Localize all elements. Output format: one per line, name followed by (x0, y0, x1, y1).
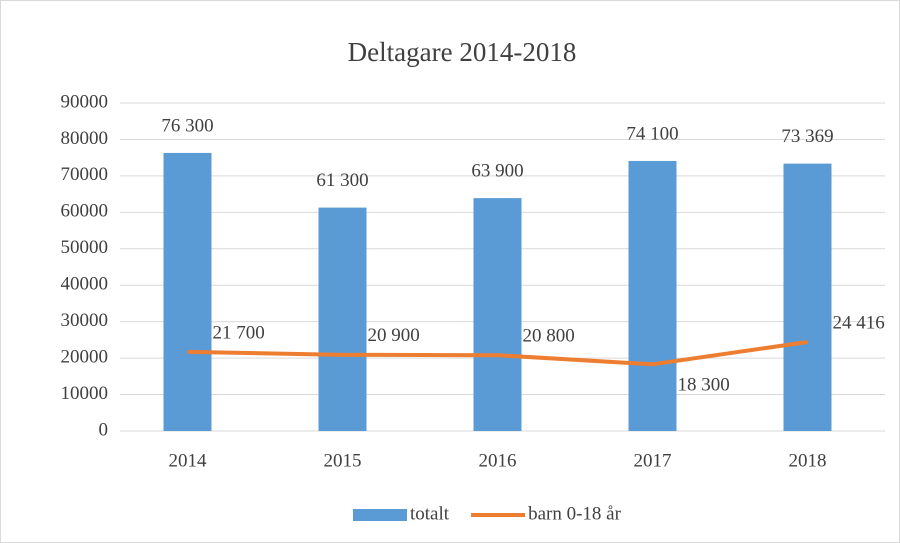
legend-swatch (353, 509, 407, 521)
legend-label: totalt (410, 503, 450, 524)
bar (628, 160, 677, 432)
bar (163, 152, 212, 431)
bar-value-label: 73 369 (781, 126, 833, 147)
x-tick-label: 2017 (634, 450, 672, 471)
y-tick-label: 50000 (61, 237, 109, 258)
y-tick-label: 70000 (61, 164, 109, 185)
y-tick-label: 40000 (61, 274, 109, 295)
x-tick-label: 2014 (169, 450, 208, 471)
bar (783, 163, 832, 431)
x-tick-label: 2016 (479, 450, 517, 471)
x-tick-label: 2018 (789, 450, 827, 471)
bar-value-label: 63 900 (471, 160, 523, 181)
bar-value-label: 76 300 (161, 115, 213, 136)
y-tick-label: 0 (99, 419, 109, 440)
y-tick-label: 10000 (61, 383, 109, 404)
y-tick-label: 30000 (61, 310, 109, 331)
line-value-label: 20 900 (368, 325, 420, 346)
legend-label: barn 0-18 år (528, 503, 622, 524)
x-tick-label: 2015 (324, 450, 362, 471)
line-value-label: 18 300 (678, 375, 730, 396)
line-value-label: 24 416 (833, 312, 885, 333)
y-tick-label: 80000 (61, 128, 109, 149)
y-tick-label: 90000 (61, 91, 109, 112)
line (187, 340, 808, 367)
bar-value-label: 61 300 (316, 170, 368, 191)
chart-title: Deltagare 2014-2018 (348, 37, 577, 67)
line-value-label: 21 700 (213, 322, 265, 343)
bar-value-label: 74 100 (626, 123, 678, 144)
y-tick-label: 60000 (61, 201, 109, 222)
line-value-label: 20 800 (523, 326, 575, 347)
bar (473, 198, 522, 431)
y-tick-label: 20000 (61, 346, 109, 367)
bar (318, 207, 367, 431)
